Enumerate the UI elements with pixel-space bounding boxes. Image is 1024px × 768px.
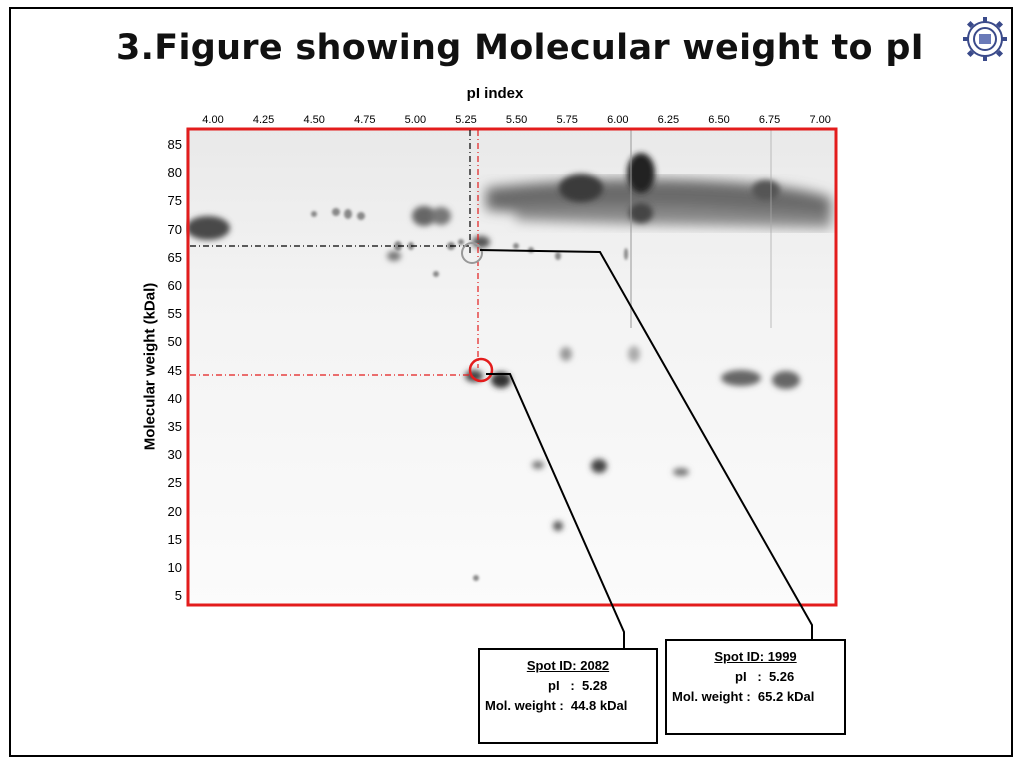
y-tick-label: 5	[174, 588, 182, 604]
spot-2082-heading: Spot ID: 2082	[526, 658, 610, 673]
gel-image	[186, 128, 837, 606]
y-tick-label: 20	[167, 503, 182, 519]
x-tick-label: 4.50	[303, 114, 325, 126]
spot-1999-mw: Mol. weight : 65.2 kDal	[672, 689, 815, 704]
x-tick-label: 4.00	[202, 114, 224, 126]
y-tick-label: 45	[167, 362, 182, 378]
spot-1999-info-box: Spot ID: 1999 pI : 5.26 Mol. weight : 65…	[665, 639, 846, 735]
y-tick-label: 25	[167, 475, 182, 491]
slide-frame	[9, 7, 1013, 757]
x-tick-label: 4.75	[354, 114, 376, 126]
y-tick-label: 85	[167, 137, 182, 152]
y-tick-label: 30	[167, 447, 182, 463]
x-tick-label: 6.25	[657, 114, 680, 126]
x-tick-label: 6.00	[607, 114, 629, 126]
y-tick-label: 10	[167, 560, 182, 575]
y-tick-label: 50	[167, 334, 182, 350]
y-tick-label: 70	[167, 221, 182, 237]
x-tick-label: 4.25	[252, 114, 275, 126]
spot-1999-pi: pI : 5.26	[735, 669, 795, 684]
institute-logo-icon	[963, 17, 1007, 61]
x-tick-label: 5.00	[404, 114, 427, 126]
y-tick-label: 75	[167, 193, 182, 209]
y-tick-label: 35	[167, 419, 182, 434]
spot-2082-mw: Mol. weight : 44.8 kDal	[485, 698, 628, 713]
y-tick-label: 15	[167, 531, 182, 547]
y-tick-label: 40	[167, 390, 182, 406]
slide-title: 3.Figure showing Molecular weight to pI	[115, 28, 925, 68]
spot-1999-heading: Spot ID: 1999	[714, 649, 797, 664]
y-tick-label: 55	[167, 306, 182, 322]
spot-2082-pi: pI : 5.28	[548, 678, 608, 693]
spot-2082-info-box: Spot ID: 2082 pI : 5.28 Mol. weight : 44…	[478, 648, 658, 744]
x-tick-label: 6.75	[758, 114, 781, 126]
y-tick-label: 80	[167, 165, 182, 181]
x-tick-label: 5.50	[505, 114, 528, 126]
x-axis-title: pI index	[466, 85, 524, 102]
y-tick-label: 60	[167, 278, 182, 293]
x-tick-label: 5.25	[455, 114, 477, 126]
x-tick-label: 5.75	[556, 114, 578, 126]
y-tick-label: 65	[167, 249, 182, 265]
x-tick-label: 6.50	[708, 114, 730, 126]
x-tick-label: 7.00	[809, 114, 831, 126]
y-axis-title: Molecular weight (kDal)	[141, 282, 159, 451]
